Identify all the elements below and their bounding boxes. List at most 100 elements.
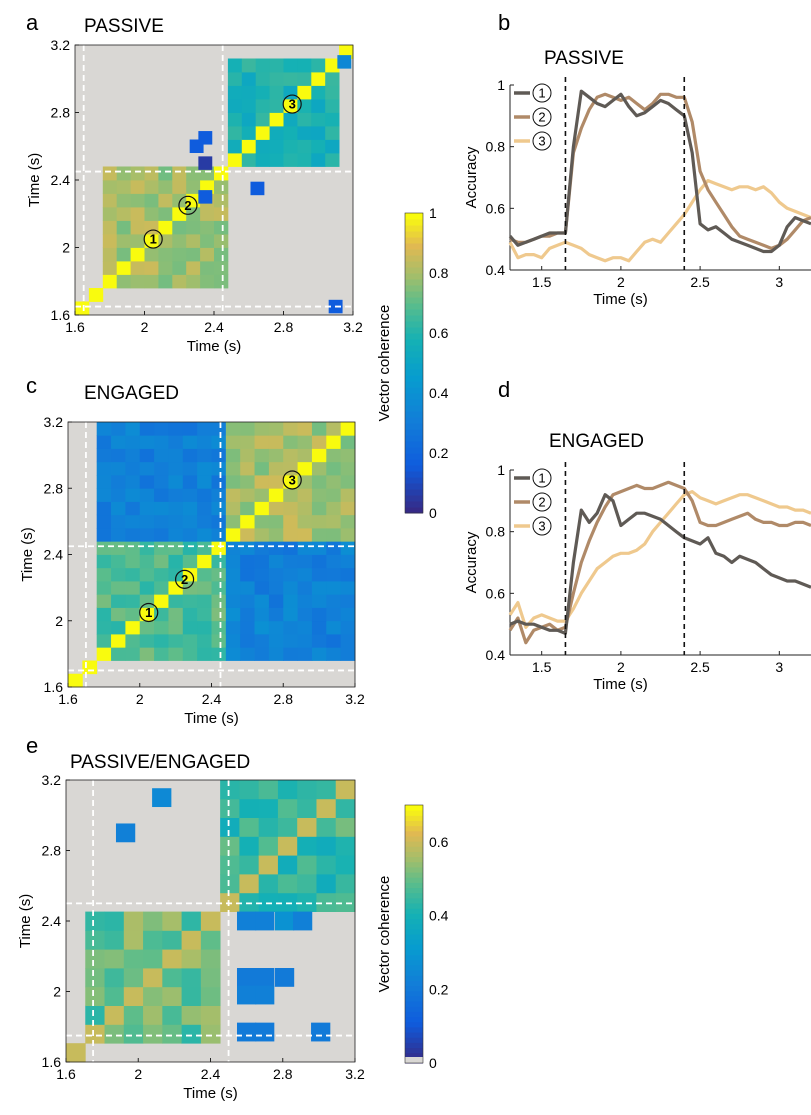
heatmap-cell bbox=[241, 99, 257, 113]
heatmap-cell bbox=[340, 554, 356, 569]
heatmap-cell bbox=[162, 1005, 182, 1025]
y-tick-label: 2.4 bbox=[42, 913, 62, 929]
heatmap-cell-isolated bbox=[198, 156, 213, 170]
y-tick-label: 1.6 bbox=[44, 679, 64, 695]
heatmap-cell bbox=[316, 798, 337, 818]
heatmap-cell bbox=[168, 581, 184, 595]
heatmap-cell bbox=[125, 528, 141, 542]
heatmap-cell bbox=[211, 488, 227, 502]
heatmap-cell bbox=[241, 58, 257, 73]
x-tick-label: 2.8 bbox=[274, 319, 294, 335]
heatmap-cell bbox=[123, 930, 144, 950]
heatmap-cell bbox=[96, 422, 112, 436]
heatmap-cell bbox=[96, 528, 112, 542]
heatmap-cell bbox=[240, 528, 255, 542]
heatmap-cell bbox=[116, 261, 131, 275]
heatmap-cell bbox=[254, 448, 270, 463]
heatmap-cell bbox=[227, 126, 243, 140]
heatmap-cell bbox=[144, 220, 159, 235]
y-axis-label: Accuracy bbox=[463, 531, 480, 593]
heatmap-cell bbox=[240, 594, 255, 608]
heatmap-cell bbox=[268, 475, 284, 489]
heatmap-cell bbox=[240, 488, 255, 502]
x-tick-label: 1.6 bbox=[56, 1066, 76, 1082]
heatmap-cell bbox=[211, 422, 227, 436]
heatmap-cell bbox=[200, 261, 215, 275]
heatmap-cell bbox=[116, 274, 131, 289]
heatmap-cell bbox=[186, 261, 201, 275]
colorbar-segment bbox=[405, 285, 423, 292]
heatmap-cell bbox=[116, 247, 131, 262]
heatmap-cell bbox=[254, 581, 270, 595]
heatmap-cell-isolated bbox=[236, 911, 257, 931]
heatmap-cell bbox=[225, 488, 241, 502]
colorbar-segment bbox=[405, 375, 423, 382]
heatmap-cell bbox=[182, 647, 198, 661]
colorbar-segment bbox=[405, 830, 423, 837]
heatmap-cell bbox=[130, 247, 145, 262]
heatmap-cell bbox=[255, 153, 270, 167]
colorbar-segment bbox=[405, 1026, 423, 1033]
heatmap-cell bbox=[102, 220, 118, 235]
heatmap-cell bbox=[186, 234, 201, 248]
epoch-marker-circle bbox=[178, 195, 198, 215]
heatmap-cell bbox=[182, 475, 198, 489]
heatmap-cell bbox=[96, 554, 112, 569]
y-tick-label: 0.8 bbox=[486, 524, 506, 540]
colorbar-segment bbox=[405, 387, 423, 394]
heatmap-cell bbox=[125, 594, 141, 608]
heatmap-cell bbox=[254, 514, 270, 529]
heatmap-cell bbox=[197, 581, 212, 595]
heatmap-cell bbox=[168, 461, 184, 476]
legend-entry: 3 bbox=[538, 134, 545, 149]
heatmap-cell bbox=[96, 607, 112, 622]
heatmap-cell bbox=[116, 207, 131, 221]
heatmap-cell bbox=[283, 58, 298, 73]
heatmap-cell-isolated bbox=[255, 911, 275, 931]
heatmap-cell bbox=[255, 58, 270, 73]
colorbar-segment bbox=[405, 995, 423, 1002]
heatmap-cell bbox=[268, 514, 284, 529]
heatmap-cell bbox=[181, 968, 202, 988]
heatmap-cell bbox=[268, 554, 284, 569]
heatmap-cell bbox=[172, 274, 187, 289]
heatmap-cell bbox=[268, 594, 284, 608]
heatmap-cell bbox=[123, 1024, 144, 1044]
heatmap-cell bbox=[258, 780, 279, 800]
heatmap-cell bbox=[297, 475, 313, 489]
colorbar-segment bbox=[405, 303, 423, 310]
heatmap-cell bbox=[297, 798, 317, 818]
heatmap-cell bbox=[283, 607, 298, 622]
colorbar-segment bbox=[405, 231, 423, 238]
heatmap-cell bbox=[239, 780, 260, 800]
heatmap-cell bbox=[297, 780, 317, 800]
heatmap-cell bbox=[225, 554, 241, 569]
heatmap-cell bbox=[200, 911, 221, 931]
heatmap-cell bbox=[269, 85, 284, 100]
heatmap-cell bbox=[227, 112, 243, 127]
heatmap-cell bbox=[255, 139, 270, 154]
colorbar-segment bbox=[405, 897, 423, 904]
heatmap-cell bbox=[277, 892, 298, 912]
heatmap-cell bbox=[335, 798, 356, 818]
heatmap-cell bbox=[139, 634, 155, 648]
colorbar-segment bbox=[405, 459, 423, 466]
heatmap-cell bbox=[240, 461, 255, 476]
y-axis-label: Time (s) bbox=[26, 153, 43, 207]
heatmap-cell bbox=[241, 112, 257, 127]
heatmap-cell bbox=[111, 541, 126, 555]
heatmap-cell bbox=[220, 836, 240, 856]
legend-circle bbox=[532, 468, 552, 488]
colorbar-segment bbox=[405, 291, 423, 298]
y-tick-label: 1 bbox=[497, 462, 505, 478]
panel-d-title: ENGAGED bbox=[549, 431, 644, 452]
heatmap-cell bbox=[182, 435, 198, 449]
x-axis-label: Time (s) bbox=[183, 1085, 237, 1102]
x-tick-label: 1.6 bbox=[58, 691, 78, 707]
colorbar-segment bbox=[405, 923, 423, 930]
heatmap-cell bbox=[268, 634, 284, 648]
heatmap-cell bbox=[144, 193, 159, 208]
heatmap-cell bbox=[144, 207, 159, 221]
heatmap-cell bbox=[168, 647, 184, 661]
colorbar-segment bbox=[405, 815, 423, 821]
